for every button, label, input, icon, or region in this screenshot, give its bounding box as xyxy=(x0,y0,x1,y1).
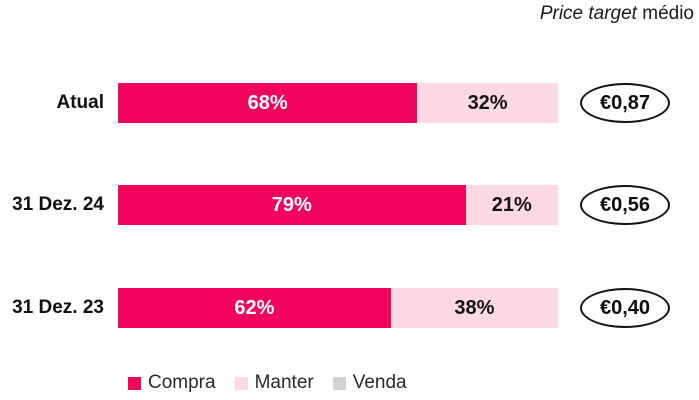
price-target-badge: €0,56 xyxy=(580,185,670,225)
bar-segment-compra: 79% xyxy=(118,185,466,225)
chart-row-atual: Atual 68% 32% €0,87 xyxy=(0,83,699,123)
bar-segment-value: 62% xyxy=(234,296,275,319)
price-target-value: €0,87 xyxy=(599,91,651,114)
stacked-bar: 79% 21% xyxy=(118,185,558,225)
price-target-value: €0,56 xyxy=(599,193,651,216)
legend-swatch-venda xyxy=(332,376,346,390)
chart-title-regular: médio xyxy=(636,3,694,24)
bar-segment-manter: 38% xyxy=(390,288,558,328)
bar-segment-manter: 21% xyxy=(465,185,558,225)
legend-label: Manter xyxy=(254,372,314,393)
stacked-bar: 62% 38% xyxy=(118,288,558,328)
legend-swatch-manter xyxy=(234,376,248,390)
price-target-badge: €0,87 xyxy=(580,83,670,123)
chart-title: Price target médio xyxy=(540,3,694,25)
bar-segment-manter: 32% xyxy=(417,83,558,123)
bar-segment-value: 68% xyxy=(247,91,288,114)
legend-label: Compra xyxy=(148,372,216,393)
legend-item-venda: Venda xyxy=(332,372,407,394)
price-target-value: €0,40 xyxy=(599,296,651,319)
legend-label: Venda xyxy=(352,372,407,393)
price-target-badge: €0,40 xyxy=(580,288,670,328)
legend-item-compra: Compra xyxy=(128,372,216,394)
chart-row-31-dez-24: 31 Dez. 24 79% 21% €0,56 xyxy=(0,185,699,225)
bar-segment-compra: 68% xyxy=(118,83,418,123)
legend-swatch-compra xyxy=(128,376,141,390)
bar-segment-value: 32% xyxy=(467,91,508,114)
legend: Compra Manter Venda xyxy=(128,372,407,394)
bar-segment-value: 38% xyxy=(454,296,495,319)
category-label: 31 Dez. 23 xyxy=(12,297,104,318)
chart-title-italic: Price target xyxy=(539,3,637,24)
bar-segment-value: 79% xyxy=(271,193,312,216)
bar-segment-compra: 62% xyxy=(118,288,391,328)
category-label: Atual xyxy=(56,92,105,113)
category-label: 31 Dez. 24 xyxy=(12,194,104,215)
stacked-bar: 68% 32% xyxy=(118,83,558,123)
chart-row-31-dez-23: 31 Dez. 23 62% 38% €0,40 xyxy=(0,288,699,328)
legend-item-manter: Manter xyxy=(234,372,314,394)
bar-segment-value: 21% xyxy=(491,193,532,216)
